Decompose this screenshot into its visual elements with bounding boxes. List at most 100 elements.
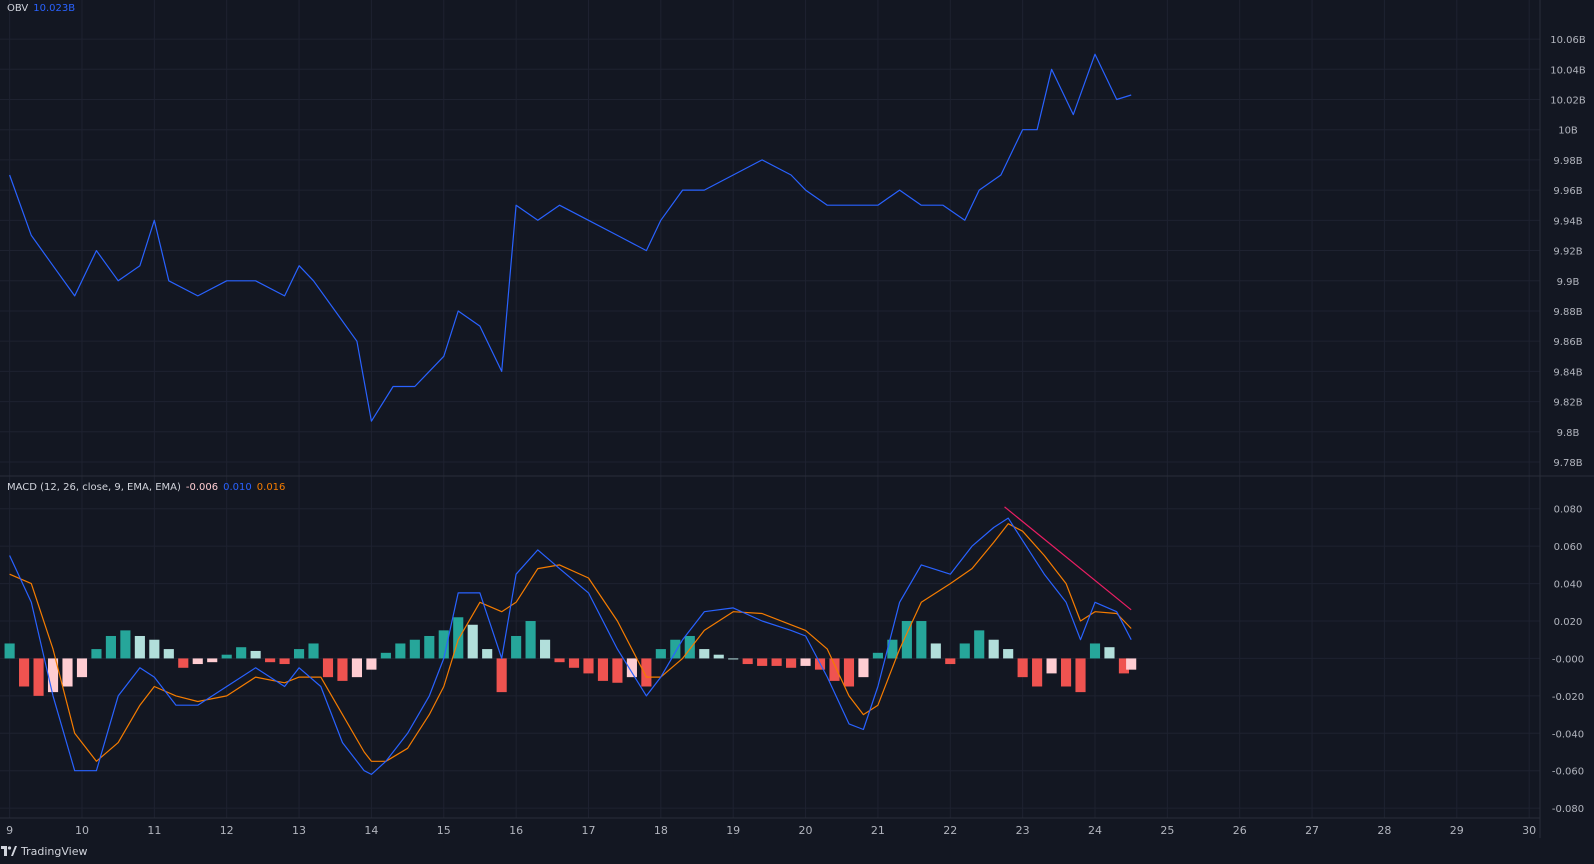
histogram-bar: [597, 658, 609, 681]
histogram-bar: [1060, 658, 1072, 687]
histogram-bar: [178, 658, 189, 668]
obv-axis-label: 9.84B: [1553, 367, 1582, 378]
obv-axis-label: 9.86B: [1553, 337, 1582, 348]
time-axis-label: 15: [437, 824, 451, 837]
time-axis-label: 9: [6, 824, 13, 837]
histogram-bar: [1075, 658, 1086, 693]
macd-legend-histogram: -0.006: [185, 482, 219, 493]
histogram-bar: [713, 654, 724, 659]
macd-axis-label: -0.040: [1552, 729, 1584, 740]
histogram-bar: [1017, 658, 1028, 678]
histogram-bar: [1104, 647, 1115, 659]
obv-axis-label: 9.92B: [1553, 247, 1582, 258]
histogram-bar: [453, 617, 464, 659]
macd-axis-label: 0.040: [1554, 580, 1583, 591]
grid: [0, 0, 1540, 818]
histogram-bar: [742, 658, 753, 665]
macd-price-axis[interactable]: 0.080 0.060 0.040 0.020 -0.000 -0.020 -0.040 -0…: [1552, 505, 1584, 815]
time-axis-label: 16: [509, 824, 523, 837]
obv-line[interactable]: [9, 53, 1132, 422]
histogram-bar: [1032, 658, 1043, 687]
histogram-bar: [1118, 658, 1130, 674]
histogram-bar: [670, 639, 681, 659]
histogram-bar: [887, 639, 898, 659]
histogram-bar: [872, 652, 883, 659]
macd-line[interactable]: [9, 517, 1132, 776]
histogram-bar: [250, 650, 261, 659]
histogram-bar: [380, 652, 391, 659]
chart-canvas[interactable]: 10.06B 10.04B 10.02B 10B 9.98B 9.96B 9.94B 9.92…: [0, 0, 1594, 838]
histogram-bar: [438, 630, 449, 659]
histogram-bar: [511, 635, 522, 659]
histogram-bar: [424, 635, 435, 659]
chart-background: [0, 0, 1594, 838]
histogram-bar: [641, 658, 652, 687]
tradingview-logo[interactable]: TradingView: [1, 845, 87, 858]
histogram-bar: [207, 658, 218, 663]
obv-axis-label: 9.8B: [1557, 428, 1580, 439]
time-axis-label: 29: [1450, 824, 1464, 837]
macd-legend-signal: 0.016: [256, 482, 286, 493]
histogram-bar: [843, 658, 855, 687]
histogram-bar: [974, 630, 985, 659]
histogram-bar: [279, 658, 290, 665]
histogram-bar: [699, 649, 710, 659]
histogram-bar: [930, 643, 941, 659]
obv-price-axis[interactable]: 10.06B 10.04B 10.02B 10B 9.98B 9.96B 9.94B 9.92…: [1550, 35, 1586, 469]
macd-signal-line[interactable]: [9, 523, 1132, 762]
histogram-bar: [959, 643, 970, 659]
divergence-trendline[interactable]: [1004, 506, 1132, 611]
histogram-bar: [395, 643, 406, 659]
obv-axis-label: 10.04B: [1550, 65, 1586, 76]
time-axis-label: 18: [654, 824, 668, 837]
obv-legend[interactable]: OBV 10.023B: [7, 3, 80, 14]
time-axis-label: 10: [75, 824, 89, 837]
macd-axis-label: 0.080: [1554, 505, 1583, 516]
histogram-bar: [496, 658, 507, 693]
macd-axis-label: -0.000: [1552, 654, 1584, 665]
macd-axis-label: 0.060: [1554, 542, 1583, 553]
macd-axis-label: -0.060: [1552, 767, 1584, 778]
histogram-bar: [236, 647, 247, 659]
histogram-bar: [467, 624, 478, 659]
histogram-bar: [366, 658, 377, 670]
histogram-bar: [583, 658, 594, 674]
macd-axis-label: -0.020: [1552, 692, 1584, 703]
obv-axis-label: 9.78B: [1553, 458, 1582, 469]
histogram-bar: [308, 643, 319, 659]
obv-axis-label: 10.06B: [1550, 35, 1586, 46]
histogram-bar: [91, 649, 102, 659]
histogram-bar: [757, 658, 768, 666]
histogram-bar: [265, 658, 276, 663]
histogram-bar: [351, 658, 363, 678]
histogram-bar: [626, 658, 637, 678]
histogram-bar: [19, 658, 30, 687]
histogram-bar: [1126, 658, 1137, 670]
tradingview-logo-icon: [1, 846, 17, 856]
time-axis-label: 27: [1305, 824, 1319, 837]
obv-axis-label: 9.96B: [1553, 186, 1582, 197]
histogram-bar: [655, 649, 666, 659]
histogram-bar: [829, 658, 840, 681]
macd-legend[interactable]: MACD (12, 26, close, 9, EMA, EMA) -0.006 0…: [7, 482, 290, 493]
histogram-bar: [554, 658, 565, 663]
macd-legend-macd: 0.010: [223, 482, 252, 493]
histogram-bar: [337, 658, 348, 681]
histogram-bar: [221, 654, 232, 659]
time-axis[interactable]: 9 10 11 12 13 14 15 16 17 18 19 20 21 22 23 24 25 26 27 28 2…: [6, 824, 1536, 837]
time-axis-label: 23: [1016, 824, 1030, 837]
histogram-bar: [76, 658, 88, 678]
histogram-bar: [612, 658, 623, 683]
time-axis-label: 21: [871, 824, 885, 837]
histogram-bar: [684, 635, 695, 659]
footer-bar: TradingView: [0, 838, 1594, 864]
obv-axis-label: 9.9B: [1557, 277, 1580, 288]
histogram-bar: [916, 621, 927, 659]
histogram-bar: [525, 621, 536, 659]
histogram-bar: [120, 630, 131, 659]
indicator-lines: [9, 53, 1132, 776]
histogram-bar: [482, 649, 493, 659]
time-axis-label: 14: [364, 824, 378, 837]
time-axis-label: 26: [1233, 824, 1247, 837]
histogram-bar: [1003, 649, 1014, 659]
